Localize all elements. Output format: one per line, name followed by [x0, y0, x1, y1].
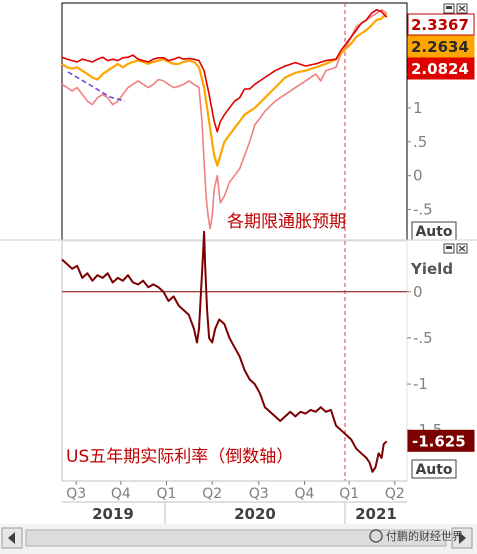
top-last-price-2: 2.0824 — [411, 60, 469, 78]
top-annotation: 各期限通胀预期 — [227, 212, 346, 232]
quarter-label: Q2 — [202, 486, 222, 502]
quarter-label: Q1 — [339, 486, 359, 502]
top-last-price-box-2 — [407, 57, 475, 80]
watermark: 付鹏的财经世界 — [369, 529, 463, 543]
year-label: 2021 — [355, 505, 397, 523]
quarter-label: Q1 — [157, 486, 177, 502]
quarter-label: Q2 — [385, 486, 405, 502]
top-last-price-box-1 — [407, 35, 475, 58]
bottom-y-tick-label: 0 — [413, 283, 423, 301]
top-window-icons[interactable] — [443, 3, 468, 14]
top-close-icon-cross — [458, 5, 466, 12]
top-last-price-box-0 — [407, 13, 475, 36]
watermark-icon — [369, 529, 383, 543]
bottom-restore-icon-bar — [446, 246, 452, 249]
bottom-y-tick-label: -.5 — [413, 329, 433, 347]
scroll-left-icon — [8, 532, 15, 544]
bottom-auto-button-label: Auto — [415, 462, 452, 478]
bottom-window-icons[interactable] — [443, 243, 468, 254]
watermark-text: 付鹏的财经世界 — [386, 529, 463, 543]
quarter-label: Q3 — [249, 486, 269, 502]
bottom-y-axis-label: Yield — [410, 260, 453, 278]
top-y-tick-label: 0 — [413, 167, 423, 185]
top-last-price-1: 2.2634 — [411, 38, 469, 56]
bottom-y-tick-label: -1 — [413, 375, 428, 393]
top-last-price-labels: 2.3367 2.2634 2.0824 — [407, 13, 475, 80]
top-auto-button-label: Auto — [415, 224, 452, 240]
bottom-last-price-box — [407, 429, 475, 452]
top-last-price-0: 2.3367 — [411, 16, 469, 34]
top-series-group — [61, 9, 388, 230]
bottom-auto-button[interactable]: Auto — [411, 459, 457, 479]
scrollbar[interactable]: 付鹏的财经世界 — [0, 524, 477, 554]
top-dashed-guide — [67, 71, 126, 102]
bottom-panel: 0-.5-1-1.5 Yield US五年期实际利率（倒数轴） -1.625 A… — [61, 230, 475, 482]
top-series-line-0 — [61, 9, 388, 133]
x-axis: Q3 Q4 Q1 Q2 Q3 Q4 Q1 Q2 2019 2020 2021 — [62, 480, 407, 524]
quarter-label: Q4 — [295, 486, 315, 502]
year-label: 2020 — [234, 505, 276, 523]
quarter-label: Q3 — [66, 486, 86, 502]
scroll-right-icon — [459, 532, 466, 544]
bottom-series-line-0 — [61, 230, 388, 473]
top-auto-button[interactable]: Auto — [411, 221, 457, 241]
quarter-label: Q4 — [111, 486, 131, 502]
quarter-labels: Q3 Q4 Q1 Q2 Q3 Q4 Q1 Q2 — [66, 481, 405, 502]
top-series-line-1 — [61, 12, 388, 167]
top-y-tick-label: 1 — [413, 99, 423, 117]
bottom-plot-frame — [61, 240, 408, 482]
top-restore-icon-bar — [446, 6, 452, 9]
top-y-tick-label: .5 — [413, 133, 427, 151]
top-y-tick-label: -.5 — [413, 201, 433, 219]
scroll-thumb[interactable] — [25, 529, 447, 547]
bottom-annotation: US五年期实际利率（倒数轴） — [66, 447, 293, 467]
top-plot-frame — [61, 2, 408, 241]
bottom-auto-button-frame[interactable] — [411, 459, 457, 479]
year-label: 2019 — [92, 505, 134, 523]
top-series-line-2 — [61, 9, 388, 230]
year-labels: 2019 2020 2021 — [92, 505, 397, 523]
bottom-close-icon-cross — [458, 245, 466, 252]
bottom-last-price-label: -1.625 — [407, 429, 475, 452]
bottom-last-price: -1.625 — [412, 432, 466, 450]
bottom-series-group — [61, 230, 388, 473]
